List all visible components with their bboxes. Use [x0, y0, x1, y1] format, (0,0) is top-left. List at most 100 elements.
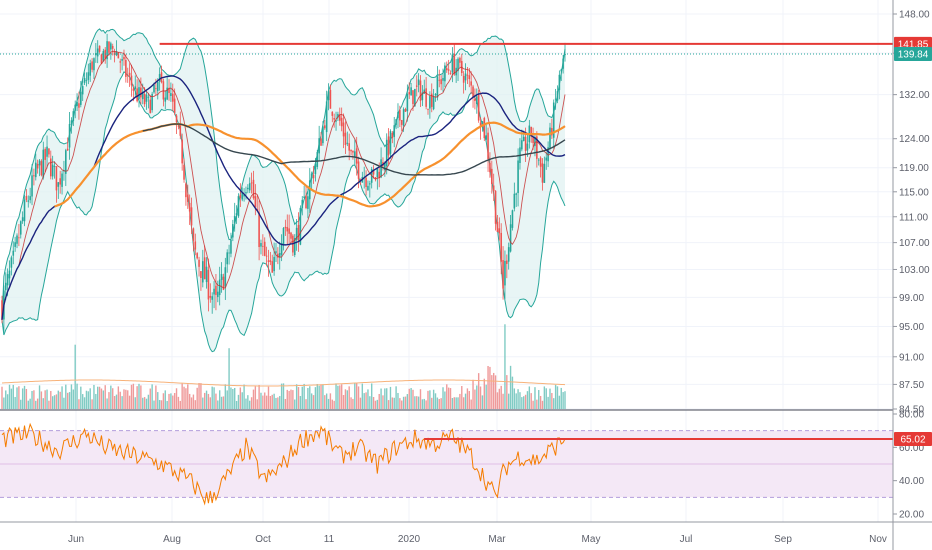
volume-bar [3, 397, 5, 409]
candle-body [513, 193, 516, 209]
volume-bar [359, 397, 362, 409]
volume-bar [476, 385, 478, 409]
candle-body [19, 221, 22, 235]
volume-bar [183, 386, 185, 409]
volume-bar [442, 387, 444, 409]
volume-bar [138, 383, 140, 409]
volume-bar [125, 389, 127, 409]
candle-body [252, 179, 255, 199]
candle-body [40, 161, 43, 176]
volume-bar [416, 396, 418, 409]
volume-bar [279, 396, 281, 409]
candle-body [83, 78, 86, 83]
candle-body [395, 119, 397, 125]
candle-body [36, 163, 39, 169]
time-tick-label: Oct [255, 534, 271, 545]
volume-bar [558, 395, 561, 409]
candle-body [498, 228, 501, 234]
time-tick-label: 2020 [398, 534, 421, 545]
candle-body [399, 110, 401, 121]
volume-bar [521, 397, 523, 409]
candle-body [168, 88, 170, 94]
candle-body [171, 93, 174, 102]
candle-body [250, 182, 253, 184]
candle-body [331, 111, 334, 116]
candle-body [33, 175, 35, 177]
candle-body [228, 252, 230, 254]
candle-body [556, 91, 559, 101]
volume-bar [119, 391, 121, 409]
volume-bar [12, 384, 14, 409]
candle-body [286, 227, 289, 232]
volume-bar [83, 397, 86, 409]
candle-body [217, 291, 219, 298]
candle-body [72, 111, 75, 122]
volume-bar [318, 385, 320, 409]
candle-body [93, 58, 95, 71]
candle-body [31, 175, 33, 197]
candle-body [14, 242, 16, 247]
candle-body [391, 132, 394, 139]
volume-bar [134, 397, 136, 409]
price-tick-label: 95.00 [899, 322, 924, 333]
candle-body [117, 52, 120, 59]
volume-bar [346, 390, 349, 409]
volume-bar [170, 393, 172, 409]
candle-body [312, 174, 315, 179]
volume-bars [1, 324, 566, 409]
volume-bar [247, 395, 249, 409]
volume-bar [305, 399, 307, 409]
candle-body [547, 147, 549, 162]
candle-body [536, 136, 538, 159]
candle-body [530, 126, 533, 137]
volume-bar [508, 393, 510, 409]
rsi-tick-label: 20.00 [899, 510, 924, 521]
volume-bar [324, 395, 326, 409]
volume-bar [93, 384, 95, 409]
candle-body [543, 163, 546, 183]
volume-bar [20, 399, 22, 409]
candle-body [156, 81, 159, 92]
volume-bar [160, 400, 163, 409]
candle-body [387, 136, 390, 156]
volume-bar [461, 386, 463, 409]
candle-body [481, 121, 484, 127]
volume-bar [177, 396, 180, 409]
volume-bar [273, 393, 275, 409]
volume-bar [380, 388, 382, 409]
candle-body [10, 257, 13, 268]
volume-bar [506, 375, 508, 409]
candle-body [354, 151, 356, 157]
candle-body [179, 123, 182, 136]
volume-bar [68, 392, 71, 409]
time-tick-label: Sep [774, 534, 792, 545]
candle-body [181, 139, 183, 164]
candle-body [224, 267, 227, 287]
volume-bar [386, 388, 388, 409]
volume-bar [21, 388, 24, 409]
volume-bar [504, 324, 506, 409]
volume-bar [121, 396, 123, 409]
volume-bar [59, 391, 61, 409]
price-tick-label: 103.00 [899, 265, 930, 276]
volume-bar [74, 344, 76, 409]
volume-bar [530, 393, 532, 409]
volume-bar [397, 392, 399, 409]
volume-bar [434, 393, 437, 409]
candle-body [202, 261, 204, 283]
candle-body [365, 177, 367, 187]
candle-body [44, 148, 46, 160]
candle-body [551, 128, 553, 136]
candle-body [70, 120, 73, 125]
candle-body [384, 163, 386, 171]
volume-bar [33, 390, 35, 409]
volume-bar [423, 398, 425, 409]
volume-bar [560, 387, 562, 409]
candle-body [440, 79, 442, 85]
candle-body [310, 173, 313, 179]
volume-bar [158, 399, 161, 409]
candle-body [412, 90, 414, 105]
candle-body [515, 193, 518, 195]
candle-body [372, 170, 375, 175]
